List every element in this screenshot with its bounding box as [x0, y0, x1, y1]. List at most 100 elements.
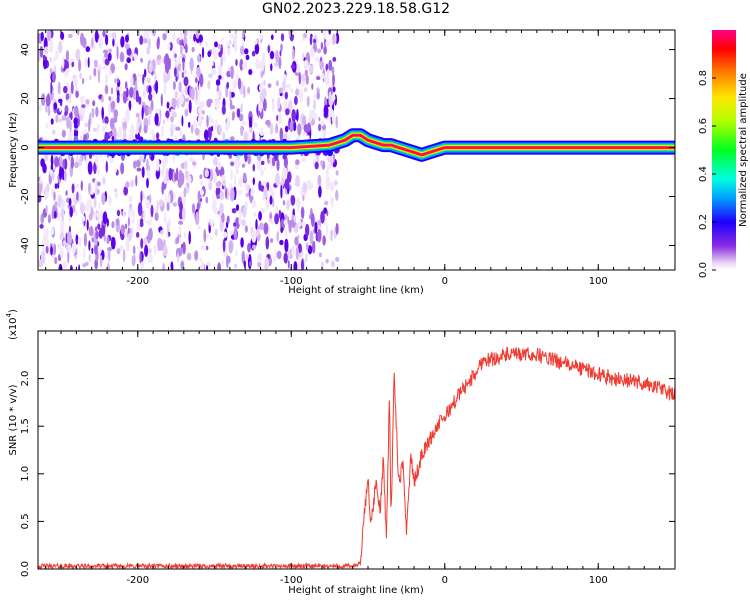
colorbar: 0.0 0.2 0.4 0.6 0.8 Normalized spectral ampl…	[698, 30, 749, 278]
noise-blob	[91, 247, 94, 254]
noise-blob	[167, 71, 171, 81]
noise-blob	[199, 180, 204, 186]
noise-blob	[140, 190, 143, 204]
noise-blob	[127, 107, 130, 115]
noise-blob	[297, 243, 302, 254]
noise-blob	[50, 227, 55, 236]
noise-blob	[235, 249, 238, 257]
noise-blob	[243, 85, 246, 99]
noise-blob	[332, 95, 336, 101]
noise-blob	[65, 190, 68, 196]
noise-blob	[180, 30, 183, 41]
noise-blob	[179, 201, 184, 215]
noise-blob	[132, 245, 136, 255]
noise-blob	[213, 206, 218, 216]
noise-blob	[197, 225, 201, 230]
noise-blob	[293, 261, 298, 270]
noise-blob	[231, 208, 237, 214]
noise-blob	[82, 37, 87, 49]
noise-blob	[136, 73, 142, 78]
noise-blob	[240, 103, 243, 113]
noise-blob	[269, 212, 273, 219]
noise-blob	[96, 165, 100, 176]
noise-blob	[168, 193, 171, 206]
noise-blob	[101, 106, 104, 120]
noise-blob	[221, 105, 226, 115]
noise-blob	[314, 161, 319, 170]
noise-blob	[216, 161, 222, 171]
noise-blob	[211, 67, 217, 76]
noise-blob	[209, 218, 213, 226]
noise-blob	[143, 209, 147, 222]
colorbar-tick-label: 0.6	[698, 118, 709, 134]
noise-blob	[301, 221, 306, 228]
noise-blob	[226, 81, 230, 89]
noise-blob	[63, 170, 67, 182]
noise-blob	[259, 82, 264, 87]
y-tick-label: -40	[20, 237, 31, 253]
noise-blob	[278, 209, 282, 219]
x-tick-label: -200	[126, 276, 149, 287]
noise-blob	[248, 69, 253, 75]
noise-blob	[67, 131, 73, 142]
noise-blob	[133, 53, 138, 61]
noise-blob	[251, 230, 257, 243]
noise-blob	[280, 33, 285, 42]
noise-blob	[128, 207, 131, 218]
noise-blob	[253, 122, 258, 128]
noise-blob	[205, 41, 208, 48]
noise-blob	[146, 46, 151, 55]
noise-blob	[243, 131, 248, 144]
noise-blob	[223, 49, 226, 63]
noise-blob	[180, 172, 185, 185]
noise-blob	[221, 212, 225, 223]
noise-blob	[70, 156, 75, 169]
noise-blob	[61, 56, 65, 69]
noise-blob	[54, 256, 58, 265]
noise-blob	[303, 87, 308, 93]
noise-blob	[282, 154, 287, 160]
noise-blob	[327, 164, 332, 170]
noise-blob	[146, 169, 151, 181]
noise-blob	[82, 216, 86, 222]
noise-blob	[147, 253, 152, 263]
noise-blob	[245, 192, 249, 198]
noise-blob	[85, 99, 90, 105]
noise-blob	[75, 183, 80, 189]
noise-blob	[259, 222, 265, 231]
noise-blob	[45, 103, 48, 113]
x-tick-label: -100	[280, 276, 303, 287]
noise-blob	[104, 123, 108, 130]
noise-blob	[162, 262, 165, 270]
noise-blob	[191, 203, 196, 214]
y-tick-label: 40	[20, 43, 31, 56]
noise-blob	[170, 115, 174, 123]
noise-blob	[97, 246, 102, 255]
noise-blob	[265, 198, 270, 211]
noise-blob	[126, 47, 132, 56]
noise-blob	[114, 168, 117, 173]
noise-blob	[96, 122, 100, 133]
noise-blob	[166, 201, 170, 212]
noise-blob	[326, 223, 329, 236]
noise-blob	[107, 52, 112, 62]
noise-blob	[104, 116, 109, 125]
noise-blob	[88, 118, 91, 133]
y-tick-label: -20	[20, 188, 31, 204]
noise-blob	[330, 260, 336, 268]
signal-track-layer-5	[38, 134, 675, 156]
noise-blob	[312, 240, 316, 254]
noise-blob	[291, 244, 295, 258]
noise-blob	[277, 97, 281, 109]
noise-blob	[318, 252, 322, 258]
noise-blob	[329, 181, 335, 192]
noise-blob	[155, 132, 160, 140]
noise-blob	[57, 242, 62, 250]
noise-blob	[58, 98, 63, 104]
noise-blob	[90, 206, 94, 218]
noise-blob	[288, 30, 291, 38]
noise-blob	[179, 129, 183, 136]
noise-blob	[208, 73, 213, 79]
noise-blob	[236, 108, 241, 118]
noise-blob	[46, 30, 52, 42]
